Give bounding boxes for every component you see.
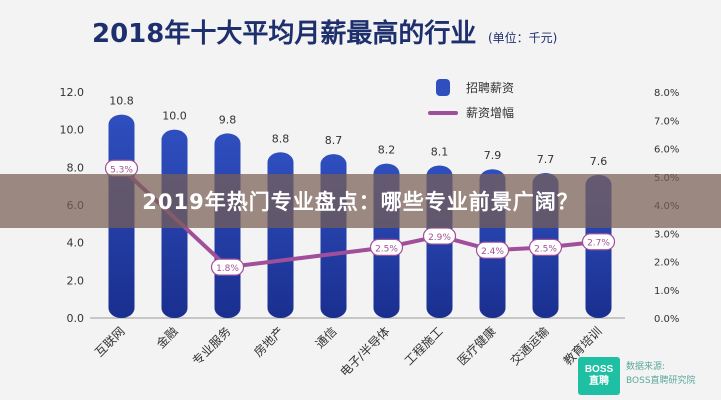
x-tick-group: 医疗健康: [454, 324, 499, 369]
growth-value-label: 5.3%: [110, 165, 133, 175]
bar-value-label: 10.8: [109, 95, 134, 108]
x-tick-group: 房地产: [251, 324, 287, 360]
bar-value-label: 8.7: [325, 134, 343, 147]
y-left-tick-label: 4.0: [67, 237, 85, 250]
boss-logo: BOSS 直聘: [578, 357, 620, 395]
source-line-2: BOSS直聘研究院: [626, 376, 696, 386]
x-tick-label: 专业服务: [189, 324, 234, 369]
logo-line-1: BOSS: [584, 364, 614, 375]
x-tick-group: 电子/半导体: [337, 324, 392, 379]
x-tick-label: 通信: [313, 324, 340, 351]
bar-value-label: 7.7: [537, 153, 555, 166]
bar-value-label: 8.1: [431, 145, 449, 158]
growth-point-marker: [210, 258, 245, 276]
legend-bar-label: 招聘薪资: [466, 81, 514, 95]
growth-point-marker: [528, 238, 563, 256]
growth-value-label: 2.5%: [375, 244, 398, 254]
x-tick-label: 互联网: [92, 324, 127, 359]
y-left-tick-label: 10.0: [60, 124, 85, 137]
y-left-tick-label: 2.0: [67, 274, 85, 287]
bar-value-label: 10.0: [162, 110, 187, 123]
growth-point-marker: [369, 238, 404, 256]
x-tick-label: 工程施工: [401, 324, 446, 369]
x-tick-group: 专业服务: [189, 324, 234, 369]
legend: 招聘薪资 薪资增幅: [428, 79, 514, 120]
chart-title: 2018年十大平均月薪最高的行业: [92, 18, 476, 49]
x-tick-label: 交通运输: [507, 324, 552, 369]
legend-line-label: 薪资增幅: [466, 105, 514, 120]
chart-subtitle: (单位：千元): [488, 30, 557, 45]
legend-bar-swatch: [436, 79, 450, 96]
y-left-tick-label: 8.0: [67, 161, 85, 174]
bar-value-label: 7.6: [590, 155, 608, 168]
growth-value-label: 1.8%: [216, 264, 239, 274]
banner-text: 2019年热门专业盘点：哪些专业前景广阔？: [142, 190, 579, 214]
y-right-tick-label: 2.0%: [654, 258, 679, 269]
y-right-tick-label: 7.0%: [654, 116, 679, 127]
x-tick-group: 互联网: [92, 324, 127, 359]
x-tick-group: 工程施工: [401, 324, 446, 369]
overlay-banner: 2019年热门专业盘点：哪些专业前景广阔？: [0, 174, 721, 228]
x-tick-label: 房地产: [251, 324, 287, 360]
growth-value-label: 2.4%: [481, 247, 504, 257]
y-left-tick-label: 12.0: [60, 86, 85, 99]
source-line-1: 数据来源:: [626, 362, 666, 372]
growth-point-marker: [581, 233, 616, 251]
growth-value-label: 2.7%: [587, 239, 610, 249]
y-right-tick-label: 6.0%: [654, 145, 679, 156]
y-right-tick-label: 1.0%: [654, 286, 679, 297]
y-left-tick-label: 0.0: [67, 312, 85, 325]
bar-value-label: 7.9: [484, 149, 502, 162]
bar-value-label: 9.8: [219, 113, 237, 126]
growth-point-marker: [422, 227, 457, 245]
bar-value-label: 8.2: [378, 144, 396, 157]
growth-value-label: 2.5%: [534, 244, 557, 254]
x-tick-group: 金融: [153, 324, 181, 352]
x-tick-label: 医疗健康: [454, 324, 499, 369]
x-tick-label: 金融: [153, 324, 181, 352]
logo-line-2: 直聘: [589, 376, 609, 387]
y-right-tick-label: 3.0%: [654, 229, 679, 240]
x-tick-label: 电子/半导体: [337, 324, 392, 379]
y-right-tick-label: 8.0%: [654, 88, 679, 99]
bar-value-label: 8.8: [272, 132, 290, 145]
growth-value-label: 2.9%: [428, 233, 451, 243]
x-tick-group: 通信: [313, 324, 340, 351]
growth-point-marker: [475, 241, 510, 259]
data-source: 数据来源: BOSS直聘研究院: [626, 360, 721, 388]
y-right-tick-label: 0.0%: [654, 314, 679, 325]
x-tick-group: 交通运输: [507, 324, 552, 369]
